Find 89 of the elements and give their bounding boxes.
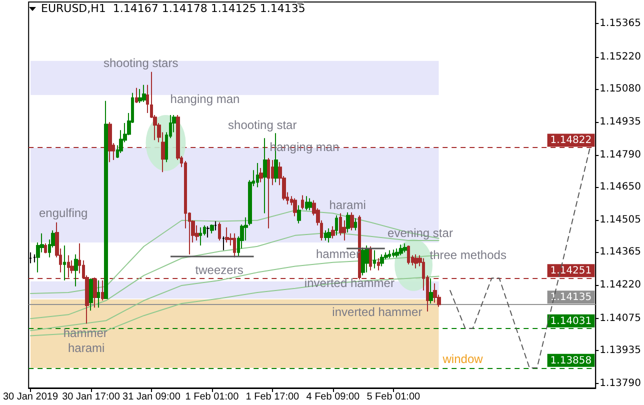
candlestick — [361, 247, 365, 276]
candlestick — [89, 278, 93, 312]
candlestick — [214, 220, 217, 231]
x-tick-label: 30 Jan 17:00 — [62, 392, 120, 402]
y-tick-label: 1.14650 — [600, 182, 642, 193]
candlestick — [199, 226, 202, 246]
y-tick-label: 1.14365 — [600, 246, 642, 258]
candlestick — [293, 198, 297, 217]
y-tick-label: 1.15365 — [600, 18, 642, 30]
y-tick-label: 1.15220 — [600, 51, 642, 62]
candlestick — [399, 244, 403, 256]
annotation: shooting stars — [104, 56, 178, 70]
candlestick — [350, 212, 354, 231]
candlestick — [104, 100, 108, 299]
y-tick-label: 1.14790 — [600, 150, 642, 161]
candlestick — [373, 250, 376, 269]
candlestick — [195, 224, 199, 241]
candlestick — [433, 282, 437, 304]
candlestick — [218, 222, 221, 241]
candlestick — [225, 226, 229, 244]
ref-line-label: 1.14822 — [550, 135, 592, 146]
chart-title: EURUSD,H1 1.14167 1.14178 1.14125 1.14135 — [41, 2, 306, 15]
candlestick — [206, 226, 210, 238]
candlestick — [392, 249, 395, 258]
x-tick-label: 5 Feb 01:00 — [366, 392, 421, 402]
candlestick — [331, 226, 335, 239]
candlestick — [222, 236, 225, 251]
annotation: harami — [68, 341, 105, 355]
candlestick — [138, 88, 142, 104]
candlestick — [354, 218, 357, 231]
candlestick — [63, 244, 66, 281]
candlestick — [380, 254, 384, 267]
candlestick — [44, 242, 47, 254]
candlestick — [308, 198, 312, 211]
candlestick — [256, 162, 259, 188]
y-tick-label: 1.15080 — [600, 83, 642, 94]
ref-line-label: 1.13858 — [550, 355, 592, 366]
candlestick — [297, 204, 301, 224]
y-tick-label: 1.13790 — [600, 378, 642, 389]
x-tick-label: 30 Jan 2019 — [2, 392, 58, 402]
candlestick — [263, 138, 267, 214]
candlestick — [365, 244, 369, 273]
candlestick — [327, 228, 331, 244]
candlestick — [259, 168, 263, 183]
candlestick — [135, 87, 138, 104]
candlestick — [267, 158, 270, 229]
x-tick-label: 31 Jan 09:00 — [122, 392, 181, 402]
y-tick-label: 1.14935 — [600, 116, 642, 128]
candlestick — [108, 122, 112, 163]
candlestick — [301, 194, 304, 210]
x-tick-label: 1 Feb 01:00 — [185, 392, 240, 402]
candlestick — [305, 196, 308, 211]
annotation: three methods — [430, 248, 506, 262]
candlestick — [324, 230, 327, 241]
band-label: window — [442, 352, 484, 366]
y-tick-label: 1.14505 — [600, 214, 642, 226]
candlestick — [33, 254, 36, 263]
annotation: engulfing — [39, 206, 88, 220]
candlestick — [210, 224, 214, 234]
candlestick — [70, 260, 74, 274]
annotation: inverted hammer — [332, 305, 422, 319]
candlestick — [142, 84, 146, 103]
annotation: tweezers — [195, 263, 244, 277]
ref-line-label: 1.14135 — [550, 292, 592, 304]
candlestick — [97, 280, 100, 308]
candlestick — [346, 212, 350, 233]
candlestick — [403, 242, 407, 253]
candlestick — [407, 244, 410, 265]
candlestick — [395, 248, 399, 258]
y-tick-label: 1.14075 — [600, 312, 642, 324]
y-tick-label: 1.13935 — [600, 344, 642, 356]
candlestick — [74, 254, 78, 287]
ref-line-label: 1.14251 — [550, 266, 592, 277]
y-tick-label: 1.14220 — [600, 280, 642, 291]
candlestick — [414, 254, 418, 269]
candlestick — [429, 278, 433, 304]
annotation: harami — [329, 198, 366, 212]
annotation: shooting star — [228, 118, 297, 132]
candlestick — [388, 250, 391, 259]
line-series — [30, 276, 440, 336]
annotation: hanging man — [170, 92, 240, 106]
candlestick — [233, 232, 236, 258]
candlestick — [369, 246, 372, 271]
candlestick — [335, 214, 338, 236]
candlestick — [146, 84, 149, 114]
ref-line-label: 1.14031 — [550, 316, 592, 327]
candlestick — [377, 258, 380, 271]
x-tick-label: 1 Feb 17:00 — [246, 392, 300, 402]
x-tick-label: 4 Feb 09:00 — [306, 392, 360, 402]
